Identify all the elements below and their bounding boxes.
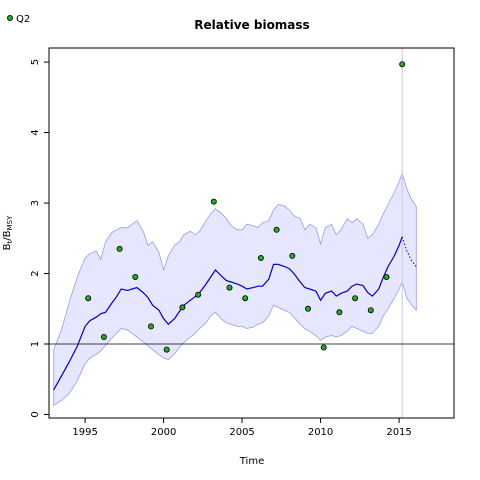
y-axis-title-sep: /B	[2, 230, 13, 240]
data-point-q2	[195, 291, 202, 298]
x-tick-label: 2000	[151, 427, 176, 438]
data-point-q2	[242, 295, 249, 302]
data-point-q2	[320, 344, 327, 351]
data-point-q2	[226, 284, 233, 291]
data-point-q2	[179, 304, 186, 311]
x-tick-label: 1995	[72, 427, 97, 438]
y-tick-label: 2	[30, 270, 41, 276]
y-axis-title-main: B	[2, 243, 13, 250]
chart-title: Relative biomass	[194, 18, 309, 32]
confidence-band	[53, 172, 417, 407]
y-tick-label: 5	[30, 59, 41, 65]
y-axis: 0 1 2 3 4 5	[30, 59, 49, 418]
legend-marker-q2	[7, 14, 13, 21]
data-point-q2	[336, 309, 343, 316]
data-point-q2	[210, 198, 217, 205]
y-tick-label: 1	[30, 341, 41, 347]
legend-label-q2: Q2	[16, 14, 30, 25]
data-point-q2	[289, 252, 296, 259]
y-axis-title-sub2: MSY	[6, 215, 14, 230]
y-axis-title: Bt/BMSY	[2, 215, 14, 250]
data-point-q2	[116, 245, 123, 252]
y-tick-label: 3	[30, 200, 41, 206]
data-point-q2	[132, 273, 139, 280]
x-axis-title: Time	[239, 456, 264, 467]
y-tick-label: 4	[30, 129, 41, 135]
estimate-line	[53, 236, 403, 391]
x-tick-label: 2015	[386, 427, 411, 438]
x-axis: 1995 2000 2005 2010 2015	[72, 418, 412, 438]
data-point-q2	[100, 333, 107, 340]
plot-area	[49, 48, 454, 418]
data-point-q2	[304, 305, 311, 312]
data-point-q2	[257, 254, 264, 261]
data-point-q2	[85, 295, 92, 302]
data-point-q2	[399, 61, 406, 68]
plot-frame	[48, 47, 455, 419]
data-point-q2	[352, 295, 359, 302]
data-point-q2	[273, 226, 280, 233]
forecast-line	[401, 236, 417, 267]
data-point-q2	[383, 273, 390, 280]
x-tick-label: 2005	[229, 427, 254, 438]
data-point-q2	[163, 346, 170, 353]
x-tick-label: 2010	[308, 427, 333, 438]
y-axis-title-sub1: t	[6, 240, 14, 243]
legend: Q2	[7, 14, 30, 25]
y-tick-label: 0	[30, 411, 41, 417]
data-point-q2	[367, 307, 374, 314]
data-point-q2	[147, 323, 154, 330]
